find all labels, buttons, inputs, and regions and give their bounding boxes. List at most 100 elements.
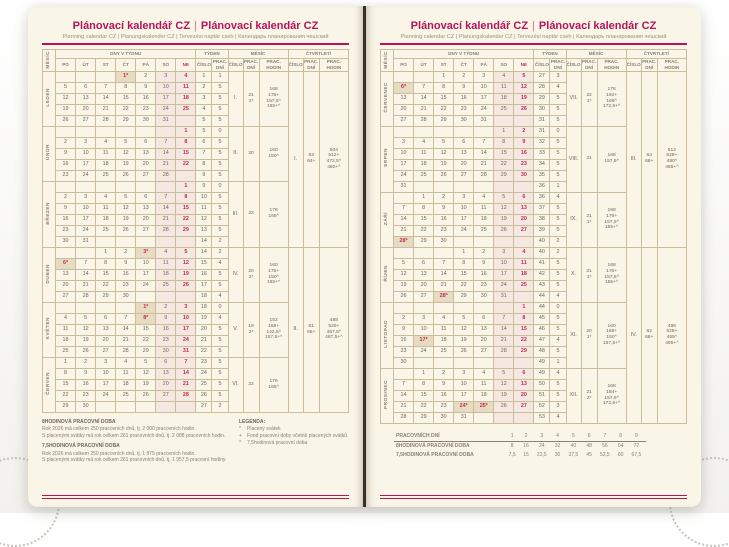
day-cell: 27 bbox=[135, 224, 157, 237]
week-number: 5 bbox=[195, 125, 213, 138]
week-row: 15 16 17 18 19 20 21 25 5 bbox=[43, 378, 349, 391]
week-number: 42 bbox=[533, 268, 551, 281]
week-number: 27 bbox=[195, 400, 213, 413]
day-cell: 21 bbox=[155, 213, 177, 226]
week-row: 2 3 4 5 6 7 8 45 5 bbox=[381, 312, 687, 325]
month-name-text: ÚNOR bbox=[46, 144, 52, 161]
week-workdays: 3 bbox=[549, 70, 567, 83]
day-cell bbox=[95, 400, 117, 413]
note-8h: 8HODINOVÁ PRACOVNÍ DOBA Rok 2026 má celk… bbox=[42, 419, 229, 440]
day-cell: 26 bbox=[493, 400, 515, 413]
legend-title: LEGENDA: bbox=[239, 418, 266, 425]
footer-value: 7,5 bbox=[508, 452, 516, 459]
day-cell bbox=[513, 235, 535, 248]
day-cell: 4 bbox=[493, 70, 515, 83]
day-cell bbox=[75, 246, 97, 259]
week-workdays: 5 bbox=[549, 257, 567, 270]
day-cell bbox=[75, 301, 97, 314]
quarter-workhours: 496 528+ 465^ 495+^ bbox=[656, 246, 688, 424]
week-workdays: 4 bbox=[549, 367, 567, 380]
week-row: 20 21 22 23 24 25 26 17 5 bbox=[43, 279, 349, 292]
month-workhours: 168 184+ 157,5^ 172,5+^ bbox=[596, 367, 627, 424]
day-cell bbox=[393, 70, 415, 83]
week-number: 1 bbox=[195, 70, 213, 83]
day-cell bbox=[433, 356, 455, 369]
week-number: 40 bbox=[533, 235, 551, 248]
week-number: 3 bbox=[195, 92, 213, 105]
footer-value: 37,5 bbox=[568, 452, 579, 459]
day-cell: 12 bbox=[513, 81, 535, 94]
week-workdays: 0 bbox=[211, 180, 229, 193]
day-cell: 26 bbox=[55, 114, 77, 127]
day-cell: 17* bbox=[413, 334, 435, 347]
legend-symbol-caret: ^ bbox=[239, 439, 242, 446]
day-cell: 15 bbox=[453, 268, 475, 281]
day-cell bbox=[453, 235, 475, 248]
day-cell: 19 bbox=[115, 213, 137, 226]
week-number: 27 bbox=[533, 70, 551, 83]
day-cell: 17 bbox=[493, 268, 515, 281]
week-workdays: 5 bbox=[211, 356, 229, 369]
week-row: 19 20 21 22 23 24 25 4 5 bbox=[43, 103, 349, 116]
day-cell: 24 bbox=[453, 224, 475, 237]
day-cell: 9 bbox=[393, 323, 415, 336]
day-cell: 24 bbox=[175, 334, 197, 347]
day-cell bbox=[433, 180, 455, 193]
day-cell: 28 bbox=[155, 224, 177, 237]
day-cell: 9 bbox=[115, 257, 137, 270]
day-cell bbox=[493, 356, 515, 369]
day-cell bbox=[115, 301, 137, 314]
day-cell: 19 bbox=[493, 213, 515, 226]
day-cell: 24 bbox=[473, 103, 495, 116]
day-cell bbox=[115, 235, 137, 248]
day-cell: 27 bbox=[513, 400, 535, 413]
week-workdays: 5 bbox=[211, 92, 229, 105]
day-cell: 18 bbox=[433, 334, 455, 347]
day-cell: 16 bbox=[453, 92, 475, 105]
month-name-text: ČERVENEC bbox=[384, 82, 390, 113]
day-cell: 25 bbox=[115, 389, 137, 402]
day-cell: 11 bbox=[473, 202, 495, 215]
month-numeral: II. bbox=[227, 125, 244, 182]
quarter-workhours: 512 528+ 480^ 495+^ bbox=[656, 70, 688, 248]
week-workdays: 5 bbox=[549, 345, 567, 358]
legend-item: + Fond pracovní doby včetně placených sv… bbox=[239, 433, 349, 440]
book-spine bbox=[363, 6, 366, 507]
day-cell: 20 bbox=[513, 213, 535, 226]
week-number: 49 bbox=[533, 356, 551, 369]
day-header-út: ÚT bbox=[413, 57, 435, 72]
day-cell: 28 bbox=[473, 169, 495, 182]
week-number: 13 bbox=[195, 224, 213, 237]
day-cell: 9 bbox=[433, 378, 455, 391]
week-row: 21 22 23 24 25 26 27 39 5 bbox=[381, 224, 687, 237]
day-cell: 30 bbox=[135, 114, 157, 127]
day-cell: 15 bbox=[175, 202, 197, 215]
week-workdays: 4 bbox=[211, 290, 229, 303]
week-number: 12 bbox=[195, 213, 213, 226]
footer-value: 9 bbox=[627, 431, 646, 442]
day-cell: 4 bbox=[55, 312, 77, 325]
week-workdays: 4 bbox=[211, 312, 229, 325]
month-workhours: 160 168+ 150^ 157,5+^ bbox=[596, 301, 627, 369]
week-workdays: 5 bbox=[549, 268, 567, 281]
day-cell: 3 bbox=[453, 367, 475, 380]
footer-value: 16 bbox=[523, 443, 529, 450]
week-number: 29 bbox=[533, 92, 551, 105]
month-workdays: 20 1* bbox=[580, 301, 598, 369]
week-number: 43 bbox=[533, 279, 551, 292]
week-workdays: 5 bbox=[549, 158, 567, 171]
day-cell: 18 bbox=[513, 268, 535, 281]
day-cell: 23 bbox=[473, 279, 495, 292]
day-cell bbox=[473, 301, 495, 314]
day-cell: 12 bbox=[55, 92, 77, 105]
legend-symbol-asterisk: * bbox=[239, 426, 241, 433]
week-row: LEDEN 1* 2 3 4 1 1 I. 21 1* 168 176+ 157,5^ 165+^… bbox=[41, 70, 350, 248]
week-row: 10 11 12 13 14 15 16 33 5 bbox=[381, 147, 687, 160]
week-number: 44 bbox=[533, 290, 551, 303]
day-cell: 16 bbox=[155, 323, 177, 336]
day-cell bbox=[393, 125, 415, 138]
week-row: 27 28 29 30 18 4 bbox=[43, 290, 349, 303]
day-cell: 31 bbox=[75, 235, 97, 248]
week-row: 23 24 25 26 27 28 29 13 5 bbox=[43, 224, 349, 237]
day-cell: 28 bbox=[75, 290, 97, 303]
